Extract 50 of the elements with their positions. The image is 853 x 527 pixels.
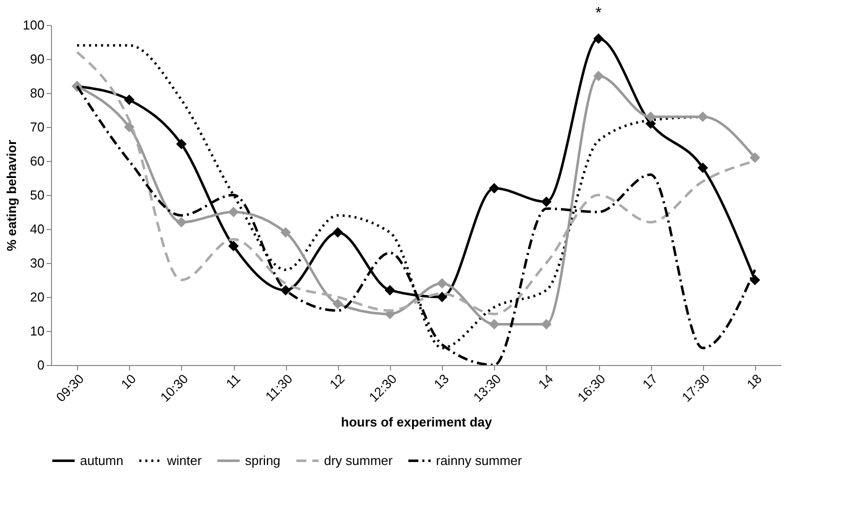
point	[698, 162, 708, 174]
point	[541, 318, 552, 330]
point	[124, 94, 134, 106]
point	[750, 152, 760, 163]
y-tick-label: 60	[30, 154, 44, 168]
x-tick-label: 10	[118, 371, 139, 392]
x-tick-label: 12	[326, 371, 348, 392]
y-tick-label: 90	[30, 52, 44, 66]
point	[488, 182, 500, 194]
y-tick-label: 100	[22, 18, 44, 32]
y-tick-label: 40	[30, 222, 44, 236]
point	[332, 298, 344, 310]
y-tick-label: 80	[30, 86, 44, 100]
point	[593, 33, 604, 44]
point	[436, 292, 448, 302]
x-tick-label: 17	[640, 371, 660, 392]
legend-label: dry summer	[324, 452, 394, 468]
y-tick-label: 10	[30, 324, 44, 338]
y-tick-label: 70	[30, 120, 44, 134]
legend-label: winter	[166, 452, 202, 468]
point	[541, 196, 552, 208]
point	[698, 112, 708, 122]
point	[228, 240, 239, 252]
point	[384, 284, 396, 296]
point	[750, 274, 760, 286]
x-axis-title: hours of experiment day	[341, 414, 493, 430]
legend-label: rainny summer	[436, 452, 523, 468]
y-tick-label: 30	[30, 256, 44, 270]
x-tick-label: 13	[430, 371, 452, 392]
y-axis-title: % eating behavior	[4, 140, 19, 252]
point	[436, 278, 448, 289]
y-tick-label: 50	[30, 188, 44, 202]
point	[280, 284, 291, 296]
point	[228, 206, 239, 218]
y-tick-label: 0	[37, 358, 44, 372]
point	[332, 227, 344, 238]
point	[593, 70, 604, 82]
point	[176, 138, 187, 150]
point	[124, 122, 134, 132]
y-tick-label: 20	[30, 290, 44, 304]
point	[645, 112, 656, 122]
x-tick-label: 14	[535, 371, 556, 392]
point	[488, 318, 500, 330]
x-tick-label: 11	[223, 371, 244, 392]
text: *	[595, 5, 602, 22]
point	[280, 227, 291, 238]
legend-label: autumn	[80, 452, 124, 468]
point	[176, 216, 187, 228]
legend-label: spring	[245, 452, 280, 468]
x-tick-label: 18	[744, 371, 765, 392]
